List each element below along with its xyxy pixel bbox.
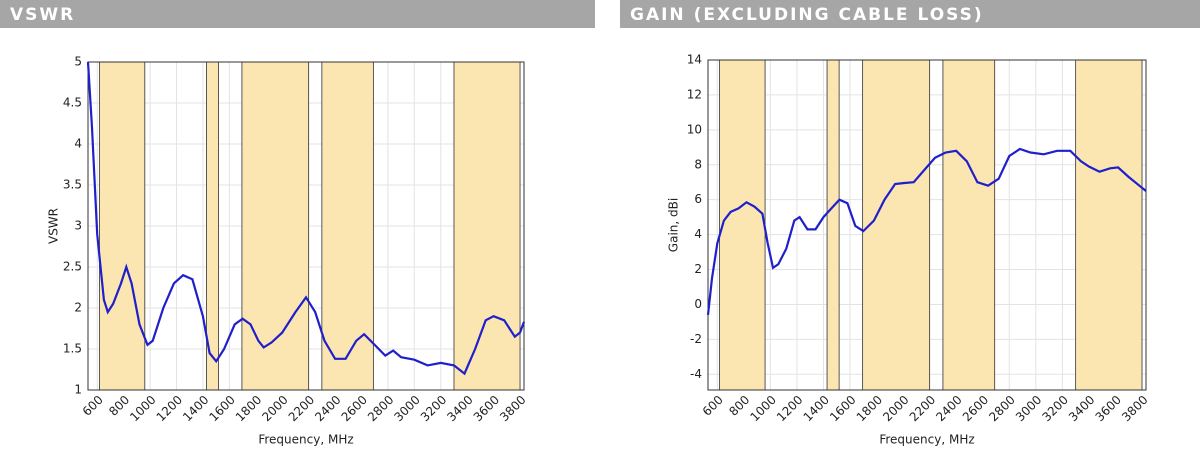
y-tick-label: 2.5	[63, 260, 82, 274]
header-bar	[0, 0, 595, 28]
header-bar	[620, 0, 1200, 28]
x-tick-label: 600	[80, 393, 106, 419]
data-line	[86, 61, 526, 376]
x-tick-label: 3600	[471, 393, 502, 424]
x-tick-label: 1800	[233, 393, 264, 424]
x-tick-label: 1000	[747, 393, 778, 424]
x-tick-label: 1400	[801, 393, 832, 424]
x-tick-label: 3400	[444, 393, 475, 424]
plot-frame	[87, 61, 525, 391]
y-tick-label: 3	[74, 219, 82, 233]
y-tick-label: 6	[694, 192, 702, 206]
x-tick-label: 2600	[960, 393, 991, 424]
x-tick-label: 2800	[365, 393, 396, 424]
y-tick-label: 1	[74, 383, 82, 397]
x-tick-label: 3200	[418, 393, 449, 424]
y-tick-label: 10	[687, 122, 702, 136]
x-tick-label: 1200	[154, 393, 185, 424]
x-tick-label: 3000	[391, 393, 422, 424]
y-tick-label: 2	[74, 301, 82, 315]
x-tick-label: 1400	[180, 393, 211, 424]
x-axis-label: Frequency, MHz	[258, 433, 353, 447]
x-tick-label: 2200	[907, 393, 938, 424]
x-tick-label: 1800	[854, 393, 885, 424]
data-line	[706, 147, 1147, 316]
x-tick-label: 3000	[1013, 393, 1044, 424]
y-tick-label: 4.5	[63, 96, 82, 110]
x-tick-label: 1200	[774, 393, 805, 424]
y-tick-label: -4	[690, 367, 702, 381]
x-tick-label: 2200	[286, 393, 317, 424]
y-tick-label: 14	[687, 53, 702, 67]
frequency-band	[453, 61, 521, 391]
frequency-band	[826, 59, 840, 391]
y-tick-label: 2	[694, 262, 702, 276]
frequency-band	[942, 59, 996, 391]
x-tick-label: 2600	[339, 393, 370, 424]
x-tick-label: 3800	[1119, 393, 1150, 424]
x-tick-label: 1600	[206, 393, 237, 424]
y-tick-label: 3.5	[63, 178, 82, 192]
y-tick-label: 5	[74, 55, 82, 69]
x-tick-label: 3800	[497, 393, 528, 424]
x-tick-label: 2000	[880, 393, 911, 424]
y-tick-label: -2	[690, 332, 702, 346]
x-tick-label: 2400	[933, 393, 964, 424]
y-tick-label: 8	[694, 157, 702, 171]
x-tick-label: 600	[700, 393, 726, 419]
header: VSWR	[10, 5, 75, 25]
x-tick-label: 3400	[1066, 393, 1097, 424]
y-tick-label: 12	[687, 87, 702, 101]
x-tick-label: 1600	[827, 393, 858, 424]
x-axis-label: Frequency, MHz	[879, 433, 974, 447]
x-tick-label: 2800	[986, 393, 1017, 424]
frequency-band	[321, 61, 374, 391]
x-tick-label: 1000	[127, 393, 158, 424]
header: GAIN (EXCLUDING CABLE LOSS)	[630, 5, 984, 25]
frequency-band	[241, 61, 310, 391]
y-tick-label: 4	[74, 137, 82, 151]
y-tick-label: 0	[694, 297, 702, 311]
x-tick-label: 2000	[259, 393, 290, 424]
y-axis-label: Gain, dBi	[667, 198, 681, 252]
y-tick-label: 4	[694, 227, 702, 241]
frequency-band	[1075, 59, 1143, 391]
frequency-band	[99, 61, 146, 391]
frequency-band	[719, 59, 766, 391]
x-tick-label: 2400	[312, 393, 343, 424]
y-axis-label: VSWR	[47, 208, 61, 244]
plot-frame	[707, 59, 1147, 391]
x-tick-label: 3200	[1039, 393, 1070, 424]
y-tick-label: 1.5	[63, 342, 82, 356]
frequency-band	[862, 59, 931, 391]
x-tick-label: 3600	[1093, 393, 1124, 424]
